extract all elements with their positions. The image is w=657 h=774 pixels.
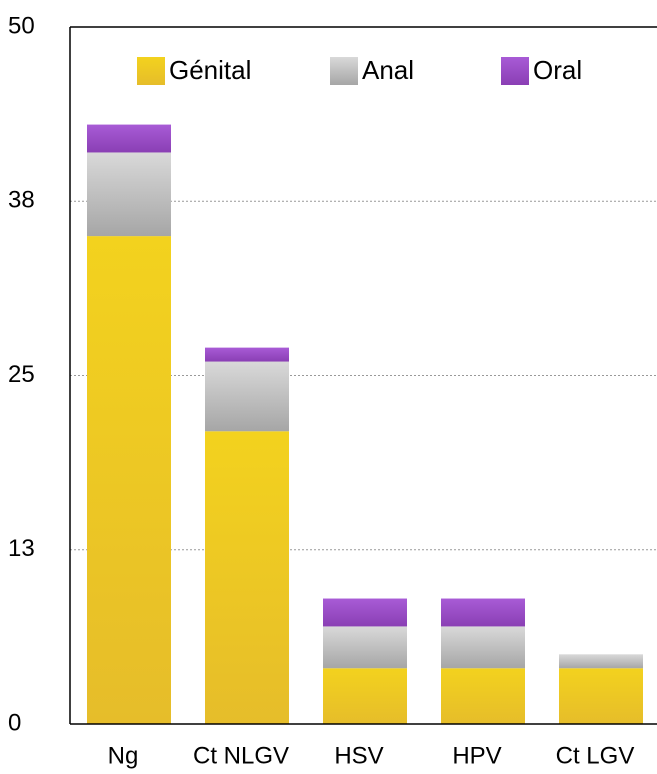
x-tick-label: Ct NLGV bbox=[193, 742, 289, 769]
y-tick-label: 25 bbox=[8, 361, 35, 388]
y-tick-label: 50 bbox=[8, 12, 35, 39]
y-tick-label: 13 bbox=[8, 535, 35, 562]
legend-item: Anal bbox=[330, 55, 414, 85]
y-tick-label: 38 bbox=[8, 187, 35, 214]
bar-segment bbox=[205, 431, 289, 724]
bar-segment bbox=[559, 668, 643, 724]
legend-item: Génital bbox=[137, 55, 251, 85]
x-tick-label: HPV bbox=[452, 742, 501, 769]
legend-label: Génital bbox=[169, 55, 251, 85]
bar-segment bbox=[205, 361, 289, 432]
bar-segment bbox=[559, 654, 643, 669]
x-tick-label: Ct LGV bbox=[556, 742, 635, 769]
bar-segment bbox=[441, 598, 525, 627]
bar-segment bbox=[441, 668, 525, 724]
bar-segment bbox=[323, 598, 407, 627]
legend-label: Oral bbox=[533, 55, 582, 85]
bar-segment bbox=[87, 124, 171, 153]
bar-segment bbox=[441, 626, 525, 669]
x-tick-label: HSV bbox=[334, 742, 383, 769]
x-tick-label: Ng bbox=[108, 742, 139, 769]
y-tick-label: 0 bbox=[8, 709, 21, 736]
bar-segment bbox=[205, 347, 289, 362]
legend-label: Anal bbox=[362, 55, 414, 85]
bar-segment bbox=[323, 626, 407, 669]
bar-segment bbox=[87, 152, 171, 237]
legend-swatch bbox=[330, 57, 358, 85]
bar-segment bbox=[323, 668, 407, 724]
legend-swatch bbox=[501, 57, 529, 85]
bar-segment bbox=[87, 236, 171, 724]
axes: 0 13 25 38 50 Ng Ct NLGV HSV HPV Ct LGV Génital Ana… bbox=[8, 12, 657, 769]
legend-item: Oral bbox=[501, 55, 582, 85]
bars bbox=[87, 124, 643, 724]
legend-swatch bbox=[137, 57, 165, 85]
